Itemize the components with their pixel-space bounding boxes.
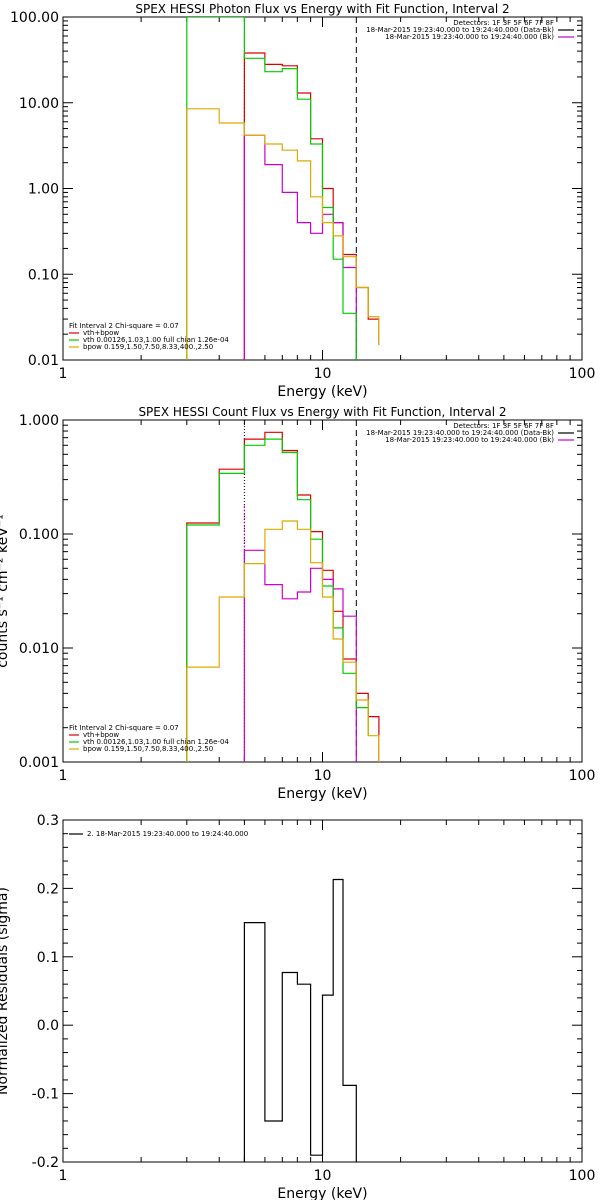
vth-series bbox=[186, 438, 369, 762]
y-tick-label: -0.1 bbox=[32, 1087, 59, 1103]
plot-data-area bbox=[243, 878, 357, 1162]
info-line: 18-Mar-2015 19:23:40.000 to 19:24:40.000… bbox=[385, 33, 554, 41]
legend-entry: bpow 0.159,1.50,7.50,8.33,400.,2.50 bbox=[83, 745, 213, 753]
legend-entry: 2. 18-Mar-2015 19:23:40.000 to 19:24:40.… bbox=[87, 830, 248, 838]
y-tick-label: 1.00 bbox=[28, 182, 59, 198]
x-axis-label: Energy (keV) bbox=[277, 786, 367, 802]
y-tick-label: 0.1 bbox=[37, 950, 59, 966]
y-tick-label: 10.00 bbox=[19, 96, 59, 112]
y-tick-label: 100.00 bbox=[10, 10, 59, 26]
x-tick-label: 100 bbox=[569, 1168, 596, 1184]
x-tick-label: 100 bbox=[569, 768, 596, 784]
y-axis-label: counts s⁻¹ cm⁻² keV⁻¹ bbox=[0, 514, 11, 668]
x-axis-label: Energy (keV) bbox=[277, 384, 367, 400]
vth-series bbox=[186, 17, 357, 360]
y-tick-label: 0.100 bbox=[19, 527, 59, 543]
x-tick-label: 10 bbox=[314, 1168, 332, 1184]
legend-entry: bpow 0.159,1.50,7.50,8.33,400.,2.50 bbox=[83, 343, 213, 351]
plot-data-area bbox=[186, 17, 380, 360]
legend-entry: vth 0.00126,1.03,1.00 full chian 1.26e-0… bbox=[83, 336, 229, 344]
y-tick-label: 1.000 bbox=[19, 413, 59, 429]
y-tick-label: 0.2 bbox=[37, 881, 59, 897]
info-line: Detectors: 1F 3F 5F 6F 7F 8F bbox=[453, 422, 554, 430]
legend-header: Fit Interval 2 Chi-square = 0.07 bbox=[69, 724, 179, 732]
chart-panel-1: SPEX HESSI Photon Flux vs Energy with Fi… bbox=[10, 2, 595, 400]
info-line: 18-Mar-2015 19:23:40.000 to 19:24:40.000… bbox=[366, 26, 554, 34]
info-line: Detectors: 1F 3F 5F 6F 7F 8F bbox=[453, 19, 554, 27]
x-tick-label: 1 bbox=[59, 768, 68, 784]
y-tick-label: 0.10 bbox=[28, 267, 59, 283]
info-line: 18-Mar-2015 19:23:40.000 to 19:24:40.000… bbox=[366, 429, 554, 437]
x-tick-label: 10 bbox=[314, 768, 332, 784]
y-tick-label: 0.001 bbox=[19, 755, 59, 771]
plot-data-area bbox=[186, 420, 380, 762]
bpow-series bbox=[186, 520, 380, 762]
chart-panel-2: SPEX HESSI Count Flux vs Energy with Fit… bbox=[0, 405, 595, 802]
chart-panel-3: Energy (keV) Normalized Residuals (sigma)… bbox=[0, 813, 595, 1200]
residual-series bbox=[243, 878, 357, 1162]
chart-title: SPEX HESSI Photon Flux vs Energy with Fi… bbox=[135, 2, 509, 16]
info-line: 18-Mar-2015 19:23:40.000 to 19:24:40.000… bbox=[385, 436, 554, 444]
y-tick-label: 0.01 bbox=[28, 353, 59, 369]
legend-entry: vth+bpow bbox=[83, 731, 119, 739]
x-tick-label: 100 bbox=[569, 366, 596, 382]
x-tick-label: 1 bbox=[59, 366, 68, 382]
legend-header: Fit Interval 2 Chi-square = 0.07 bbox=[69, 322, 179, 330]
bpow-series bbox=[186, 108, 380, 360]
legend-entry: vth+bpow bbox=[83, 329, 119, 337]
background-series bbox=[243, 549, 357, 762]
y-axis-label: Normalized Residuals (sigma) bbox=[0, 887, 11, 1095]
x-axis-label: Energy (keV) bbox=[277, 1186, 367, 1200]
y-tick-label: -0.2 bbox=[32, 1155, 59, 1171]
total-fit-series bbox=[243, 52, 380, 360]
background-series bbox=[243, 134, 357, 360]
y-tick-label: 0.010 bbox=[19, 641, 59, 657]
y-tick-label: 0.3 bbox=[37, 813, 59, 829]
legend-entry: vth 0.00126,1.03,1.00 full chian 1.26e-0… bbox=[83, 738, 229, 746]
x-tick-label: 10 bbox=[314, 366, 332, 382]
x-tick-label: 1 bbox=[59, 1168, 68, 1184]
y-tick-label: 0.0 bbox=[37, 1018, 59, 1034]
chart-title: SPEX HESSI Count Flux vs Energy with Fit… bbox=[138, 405, 506, 419]
